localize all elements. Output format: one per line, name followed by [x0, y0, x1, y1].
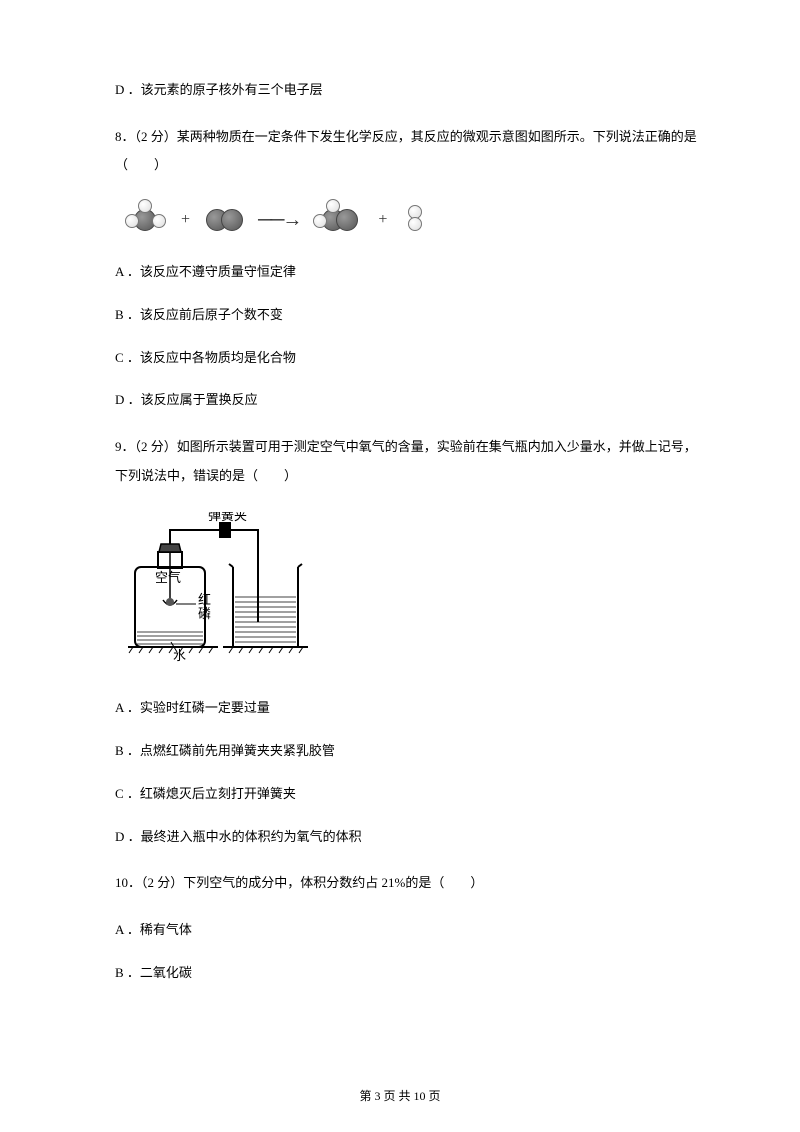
q9-apparatus-diagram: 弹簧夹 空气 红 磷 水 [123, 512, 700, 674]
option-text: D ．该反应属于置换反应 [115, 392, 258, 407]
stopper [159, 544, 181, 552]
question-text-content: 9．（2 分）如图所示装置可用于测定空气中氧气的含量，实验前在集气瓶内加入少量水… [115, 439, 697, 483]
plus-icon: + [181, 207, 190, 233]
option-text: B ．该反应前后原子个数不变 [115, 307, 283, 322]
small-atom [125, 214, 139, 228]
reactant-1 [125, 202, 165, 238]
page-footer: 第 3 页 共 10 页 [0, 1087, 800, 1106]
q7-option-d: D ．该元素的原子核外有三个电子层 [115, 80, 700, 101]
q8-option-b: B ．该反应前后原子个数不变 [115, 305, 700, 326]
plus-icon: + [378, 207, 387, 233]
label-phos-2: 磷 [198, 606, 211, 621]
option-text: C ．红磷熄灭后立刻打开弹簧夹 [115, 786, 296, 801]
q8-question: 8．（2 分）某两种物质在一定条件下发生化学反应，其反应的微观示意图如图所示。下… [115, 123, 700, 180]
reaction-diagram: + ──→ + [115, 202, 700, 238]
option-text: D ．该元素的原子核外有三个电子层 [115, 82, 323, 97]
label-air: 空气 [155, 570, 181, 585]
q10-option-b: B ．二氧化碳 [115, 963, 700, 984]
q8-molecule-diagram: + ──→ + [115, 202, 700, 238]
option-text: B ．二氧化碳 [115, 965, 192, 980]
option-text: A ．稀有气体 [115, 922, 192, 937]
q8-option-d: D ．该反应属于置换反应 [115, 390, 700, 411]
arrow-icon: ──→ [258, 204, 300, 236]
reactant-2 [206, 208, 242, 232]
product-1 [316, 202, 362, 238]
apparatus-svg: 弹簧夹 空气 红 磷 水 [123, 512, 313, 667]
large-atom [336, 209, 358, 231]
product-2 [403, 205, 427, 235]
option-text: B ．点燃红磷前先用弹簧夹夹紧乳胶管 [115, 743, 335, 758]
option-text: A ．实验时红磷一定要过量 [115, 700, 270, 715]
bottle-water-hatch [137, 632, 203, 644]
option-text: C ．该反应中各物质均是化合物 [115, 350, 296, 365]
q9-option-a: A ．实验时红磷一定要过量 [115, 698, 700, 719]
q8-option-a: A ．该反应不遵守质量守恒定律 [115, 262, 700, 283]
beaker-water-hatch [235, 597, 296, 642]
option-text: D ．最终进入瓶中水的体积约为氧气的体积 [115, 829, 362, 844]
question-text-content: 8．（2 分）某两种物质在一定条件下发生化学反应，其反应的微观示意图如图所示。下… [115, 129, 697, 173]
beaker-lip-l [229, 564, 233, 567]
label-phos-1: 红 [198, 592, 211, 607]
footer-text: 第 3 页 共 10 页 [359, 1089, 440, 1103]
tube-left [170, 530, 223, 544]
q8-option-c: C ．该反应中各物质均是化合物 [115, 348, 700, 369]
q9-option-b: B ．点燃红磷前先用弹簧夹夹紧乳胶管 [115, 741, 700, 762]
label-water: 水 [173, 648, 186, 663]
small-atom [408, 217, 422, 231]
q9-question: 9．（2 分）如图所示装置可用于测定空气中氧气的含量，实验前在集气瓶内加入少量水… [115, 433, 700, 490]
beaker-lip-r [298, 564, 302, 567]
large-atom [221, 209, 243, 231]
q9-option-c: C ．红磷熄灭后立刻打开弹簧夹 [115, 784, 700, 805]
q9-option-d: D ．最终进入瓶中水的体积约为氧气的体积 [115, 827, 700, 848]
q10-option-a: A ．稀有气体 [115, 920, 700, 941]
clip-shape [219, 522, 231, 538]
question-text-content: 10．（2 分）下列空气的成分中，体积分数约占 21%的是（ ） [115, 875, 483, 890]
q10-question: 10．（2 分）下列空气的成分中，体积分数约占 21%的是（ ） [115, 869, 700, 898]
small-atom [152, 214, 166, 228]
tube-right [231, 530, 258, 622]
label-clip: 弹簧夹 [208, 512, 247, 523]
small-atom [138, 199, 152, 213]
option-text: A ．该反应不遵守质量守恒定律 [115, 264, 296, 279]
phosphorus-ball [166, 598, 174, 606]
